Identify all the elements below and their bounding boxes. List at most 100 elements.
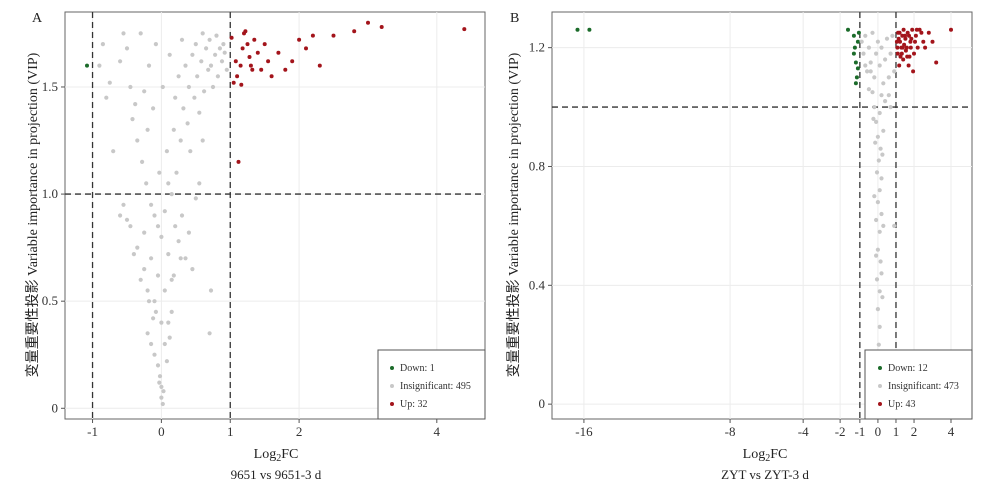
legend-dot-insignificant xyxy=(878,384,882,388)
point-insignificant xyxy=(875,39,881,44)
point-insignificant xyxy=(221,42,226,47)
point-insignificant xyxy=(138,31,143,36)
point-insignificant xyxy=(208,63,214,68)
point-insignificant xyxy=(874,119,879,124)
point-insignificant xyxy=(173,224,178,229)
point-insignificant xyxy=(181,106,186,111)
point-insignificant xyxy=(186,84,191,90)
point-insignificant xyxy=(185,121,190,126)
point-insignificant xyxy=(872,105,877,110)
point-insignificant xyxy=(145,331,150,336)
point-up xyxy=(894,39,899,44)
point-insignificant xyxy=(875,134,881,139)
point-insignificant xyxy=(100,42,105,47)
point-down xyxy=(853,60,858,65)
point-down xyxy=(851,51,856,56)
panel-b-chart: B -16 -8 -4 -2 -1 0 1 2 4 00.40.81.2 Down: 12 In… xyxy=(506,11,973,482)
point-insignificant xyxy=(886,93,891,98)
point-up xyxy=(909,36,914,41)
point-insignificant xyxy=(142,230,147,235)
point-up xyxy=(926,30,931,35)
point-insignificant xyxy=(140,159,145,164)
point-insignificant xyxy=(183,256,188,261)
point-up xyxy=(269,74,274,79)
point-up xyxy=(917,27,922,32)
point-up xyxy=(259,67,264,72)
point-insignificant xyxy=(886,75,891,80)
point-insignificant xyxy=(215,74,220,79)
point-up xyxy=(913,33,918,38)
panel-b-x-ticks: -16 -8 -4 -2 -1 0 1 2 4 xyxy=(575,419,955,439)
point-insignificant xyxy=(892,69,897,74)
point-insignificant xyxy=(124,46,130,51)
point-insignificant xyxy=(161,389,166,394)
point-up xyxy=(895,45,900,50)
panel-a-y-axis-title: 变量重要性投影 Variable importance in projectio… xyxy=(25,52,41,377)
point-insignificant xyxy=(171,127,176,132)
x-tick-label: -4 xyxy=(798,424,809,439)
point-up xyxy=(297,37,302,42)
point-insignificant xyxy=(872,194,877,199)
point-up xyxy=(366,20,370,25)
point-insignificant xyxy=(883,99,888,104)
point-insignificant xyxy=(124,217,130,222)
point-up xyxy=(276,50,281,55)
point-insignificant xyxy=(111,149,116,154)
point-down xyxy=(851,33,856,38)
point-up xyxy=(304,46,308,51)
point-up xyxy=(901,27,906,32)
point-insignificant xyxy=(861,51,866,56)
point-insignificant xyxy=(149,341,154,347)
point-insignificant xyxy=(881,223,886,228)
point-up xyxy=(903,36,908,41)
point-insignificant xyxy=(160,84,165,90)
point-down xyxy=(852,45,857,50)
point-insignificant xyxy=(213,52,218,57)
point-up xyxy=(911,69,916,74)
x-tick-label: 0 xyxy=(158,424,165,439)
panel-b-y-axis-title: 变量重要性投影 Variable importance in projectio… xyxy=(506,52,522,377)
x-tick-label: -8 xyxy=(725,424,736,439)
point-up xyxy=(235,74,240,79)
point-insignificant xyxy=(884,36,890,41)
point-insignificant xyxy=(162,341,167,347)
point-up xyxy=(898,54,903,59)
point-up xyxy=(283,67,288,72)
point-insignificant xyxy=(179,213,185,218)
point-up xyxy=(379,25,384,29)
point-down xyxy=(587,27,592,32)
point-insignificant xyxy=(879,176,884,181)
point-up xyxy=(462,27,467,32)
point-up xyxy=(290,59,295,64)
point-insignificant xyxy=(880,295,885,300)
point-insignificant xyxy=(874,217,879,223)
point-up xyxy=(930,39,935,44)
point-insignificant xyxy=(176,74,181,79)
point-up xyxy=(266,59,271,64)
point-insignificant xyxy=(145,127,150,132)
x-tick-label: -1 xyxy=(87,424,98,439)
point-insignificant xyxy=(152,299,157,304)
point-insignificant xyxy=(870,90,875,95)
point-insignificant xyxy=(169,277,174,282)
point-insignificant xyxy=(157,374,163,379)
point-insignificant xyxy=(859,39,864,44)
point-up xyxy=(901,57,906,62)
point-insignificant xyxy=(197,181,202,186)
point-insignificant xyxy=(118,59,123,64)
point-insignificant xyxy=(97,63,102,68)
point-insignificant xyxy=(876,342,881,347)
point-insignificant xyxy=(159,234,164,239)
legend-dot-down xyxy=(878,366,882,370)
point-insignificant xyxy=(166,181,171,186)
point-insignificant xyxy=(152,352,157,357)
legend-dot-up xyxy=(390,402,394,406)
panel-a-thresholds xyxy=(65,12,485,419)
point-insignificant xyxy=(193,196,198,201)
x-tick-label: 2 xyxy=(296,424,303,439)
point-insignificant xyxy=(890,33,895,38)
x-tick-label: 1 xyxy=(893,424,900,439)
point-insignificant xyxy=(208,288,214,293)
point-up xyxy=(915,45,920,50)
